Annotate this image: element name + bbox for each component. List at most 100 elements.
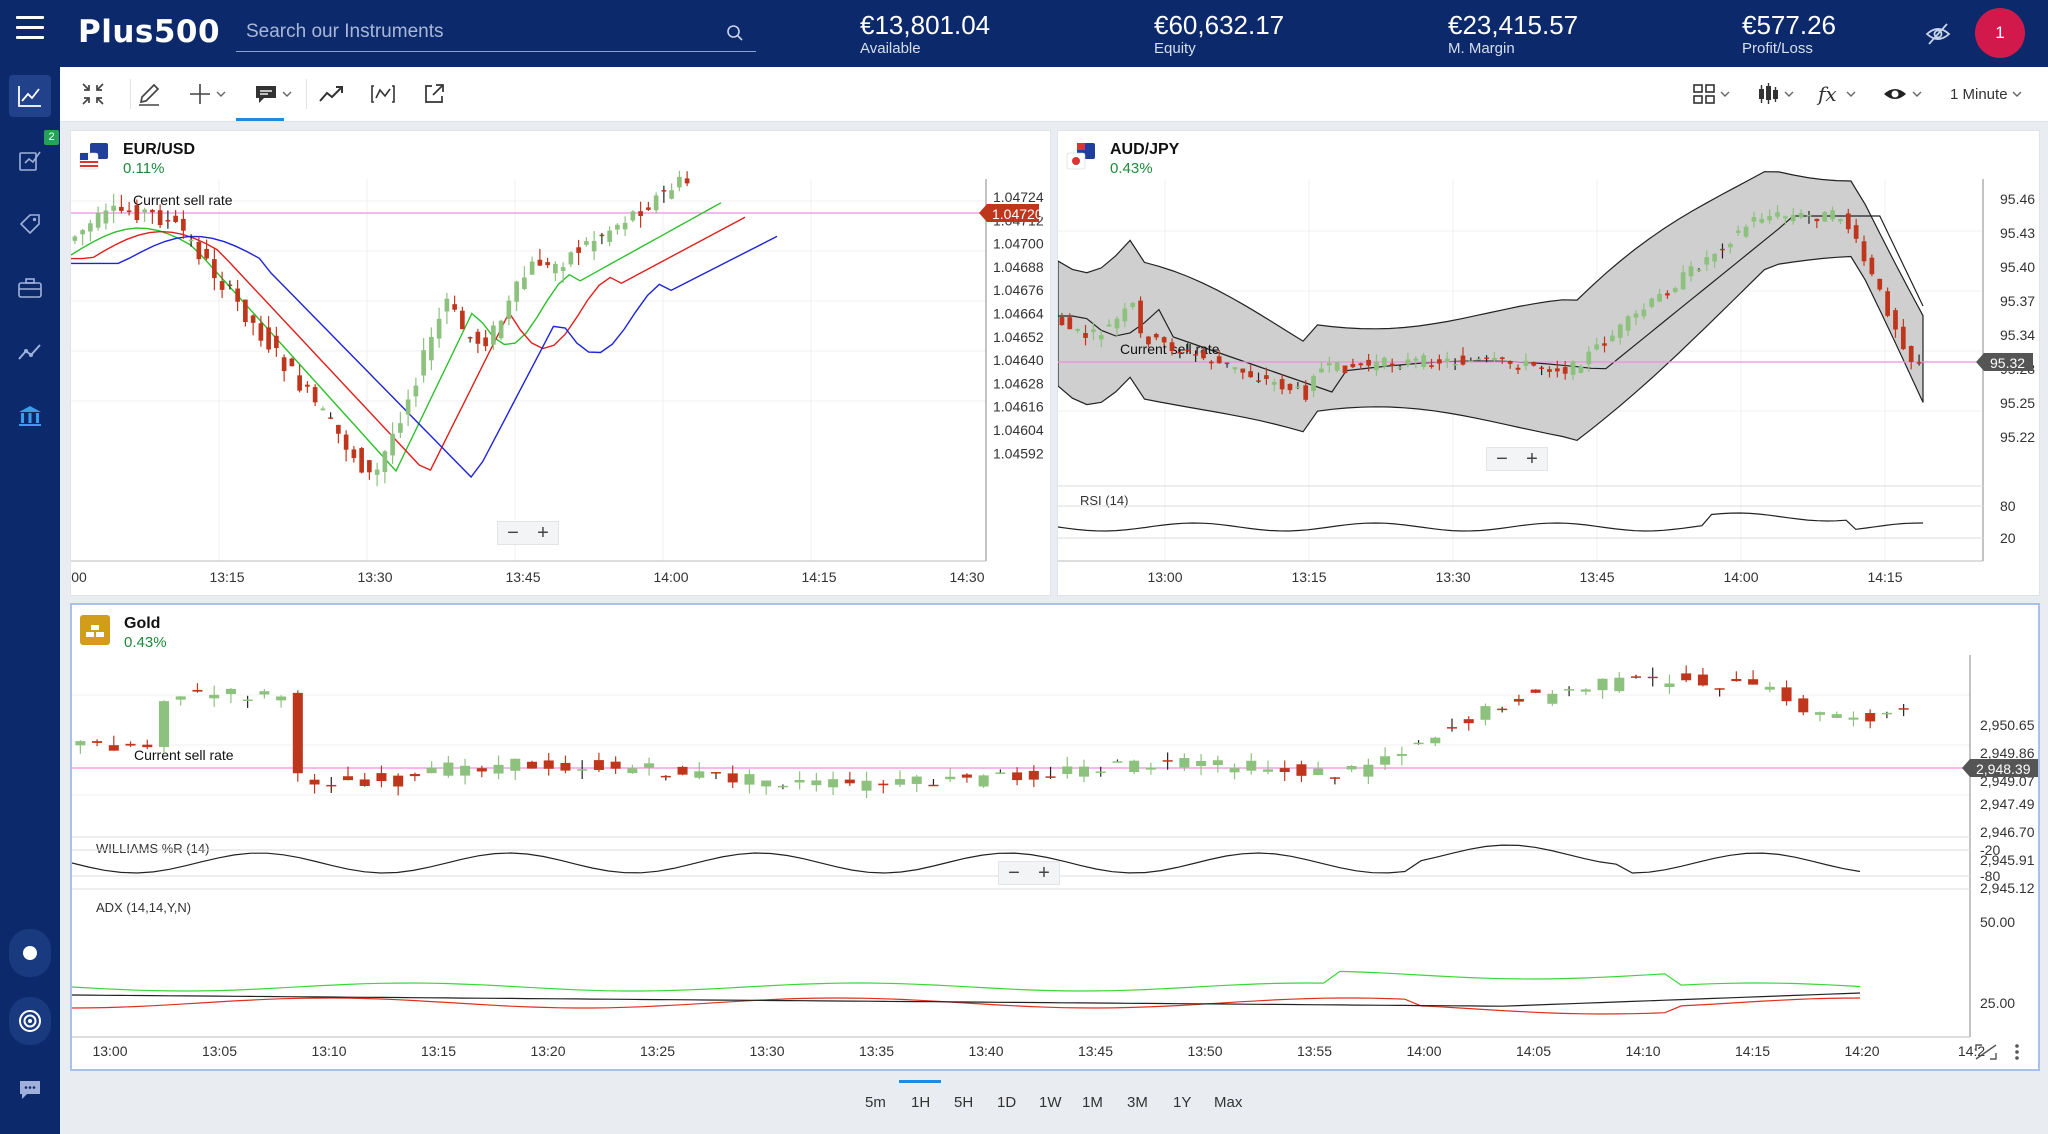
candle-body	[181, 218, 186, 231]
candle-body	[192, 689, 203, 692]
gold-zoom-control: − +	[998, 861, 1060, 885]
candle-body	[142, 209, 147, 213]
candle-body	[978, 775, 989, 787]
gold-y-tick: 2,947.49	[1980, 796, 2035, 812]
zoom-in-button[interactable]: +	[537, 522, 549, 544]
candle-body	[1775, 212, 1780, 217]
candle-body	[911, 776, 922, 784]
audjpy-x-tick: 14:15	[1867, 569, 1902, 585]
zoom-out-button[interactable]: −	[1496, 448, 1508, 470]
notifications-avatar[interactable]: 1	[1975, 8, 2025, 58]
sidebar-target-button[interactable]	[9, 997, 51, 1045]
zoom-out-button[interactable]: −	[507, 522, 519, 544]
sidebar-item-funds[interactable]	[9, 395, 51, 437]
gold-x-ticks: 13:00 13:05 13:10 13:15 13:20 13:25 13:30 13:35…	[92, 1043, 1985, 1059]
period-1m[interactable]: 1M	[1082, 1094, 1103, 1111]
eurusd-price-tag: 1.04720	[979, 204, 1043, 222]
layout-button[interactable]	[1692, 79, 1730, 109]
chevron-down-icon	[1720, 91, 1730, 97]
candle-body	[398, 423, 403, 433]
candle-body	[289, 358, 295, 367]
draw-button[interactable]	[136, 79, 162, 109]
period-1w[interactable]: 1W	[1039, 1094, 1062, 1111]
audjpy-bollinger-mid	[1058, 215, 1924, 393]
candle-body	[157, 210, 163, 226]
search-box[interactable]	[236, 14, 756, 52]
candle-body	[376, 773, 387, 782]
candle-body	[1564, 689, 1575, 691]
popout-button[interactable]	[422, 79, 446, 109]
chart-panel-audjpy[interactable]: AUD/JPY 0.43% Current sell rate 95.46 95.…	[1057, 130, 2040, 596]
candle-body	[259, 691, 270, 695]
candle-body	[1507, 361, 1513, 364]
sidebar-item-positions[interactable]	[9, 139, 51, 181]
functions-button[interactable]: fx	[1816, 79, 1856, 109]
zoom-out-button[interactable]: −	[1008, 862, 1020, 884]
candle-body	[1845, 213, 1851, 230]
gold-more-icon[interactable]	[2015, 1044, 2019, 1060]
gold-x-tick: 13:20	[530, 1043, 565, 1059]
sidebar-theme-toggle[interactable]	[9, 929, 51, 977]
period-1y[interactable]: 1Y	[1173, 1094, 1192, 1111]
candle-body	[111, 205, 116, 211]
search-input[interactable]	[236, 14, 716, 50]
search-icon[interactable]	[726, 24, 744, 42]
candle-body	[1196, 760, 1207, 767]
eurusd-y-tick: 1.04604	[993, 422, 1044, 438]
candle-body	[393, 775, 404, 787]
sidebar-chat-button[interactable]	[9, 1069, 51, 1111]
candle-body	[543, 760, 554, 769]
period-5h[interactable]: 5H	[954, 1094, 974, 1111]
candle-body	[1381, 357, 1387, 367]
williams-tick-20: -20	[1980, 842, 2000, 858]
candle-body	[452, 304, 457, 310]
chart-panel-eurusd[interactable]: EUR/USD 0.11% Current sell rate 1.04724 1…	[70, 130, 1051, 596]
gold-fullscreen-icon[interactable]	[1975, 1044, 1997, 1060]
chevron-down-icon	[1846, 91, 1856, 97]
candle-body	[1430, 737, 1441, 744]
candle-body	[560, 762, 571, 771]
period-3m[interactable]: 3M	[1127, 1094, 1148, 1111]
candle-body	[591, 240, 597, 252]
zoom-in-button[interactable]: +	[1526, 448, 1538, 470]
candle-body	[630, 211, 636, 221]
interval-select[interactable]: 1 Minute	[1950, 79, 2022, 109]
candle-body	[878, 783, 889, 786]
candle-body	[537, 259, 543, 266]
indicators-button[interactable]	[318, 79, 344, 109]
candle-body	[1405, 359, 1411, 365]
candle-body	[460, 765, 471, 776]
eurusd-y-tick: 1.04676	[993, 282, 1044, 298]
candle-body	[1366, 359, 1371, 366]
menu-icon[interactable]	[16, 16, 44, 40]
crosshair-button[interactable]	[188, 79, 226, 109]
period-1d[interactable]: 1D	[997, 1094, 1017, 1111]
visibility-button[interactable]	[1882, 79, 1922, 109]
candle-body	[1681, 673, 1692, 681]
sidebar-item-portfolio[interactable]	[9, 267, 51, 309]
candle-body	[1476, 358, 1482, 361]
zoom-in-button[interactable]: +	[1038, 862, 1050, 884]
sidebar-item-orders[interactable]	[9, 203, 51, 245]
sidebar-item-charts[interactable]	[9, 75, 51, 117]
collapse-button[interactable]	[80, 79, 106, 109]
period-1h[interactable]: 1H	[911, 1094, 931, 1111]
chart-type-button[interactable]	[1756, 79, 1794, 109]
gold-adx-label: ADX (14,14,Y,N)	[96, 900, 191, 915]
gold-x-tick: 13:00	[92, 1043, 127, 1059]
period-max[interactable]: Max	[1214, 1094, 1243, 1111]
studies-button[interactable]	[370, 79, 396, 109]
annotation-button[interactable]	[254, 79, 292, 109]
period-5m[interactable]: 5m	[865, 1094, 886, 1111]
chart-panel-gold[interactable]: Gold 0.43% Current sell rate 2,950.65 2,9…	[70, 603, 2040, 1071]
candle-body	[1185, 349, 1191, 352]
candle-body	[1208, 361, 1214, 364]
eurusd-y-tick: 1.04724	[993, 189, 1044, 205]
eurusd-y-tick: 1.04640	[993, 352, 1044, 368]
candle-body	[258, 323, 264, 341]
sidebar-item-trends[interactable]	[9, 331, 51, 373]
hide-balance-icon[interactable]	[1924, 20, 1952, 48]
candle-body	[1045, 776, 1056, 778]
audjpy-x-tick: 14:00	[1723, 569, 1758, 585]
